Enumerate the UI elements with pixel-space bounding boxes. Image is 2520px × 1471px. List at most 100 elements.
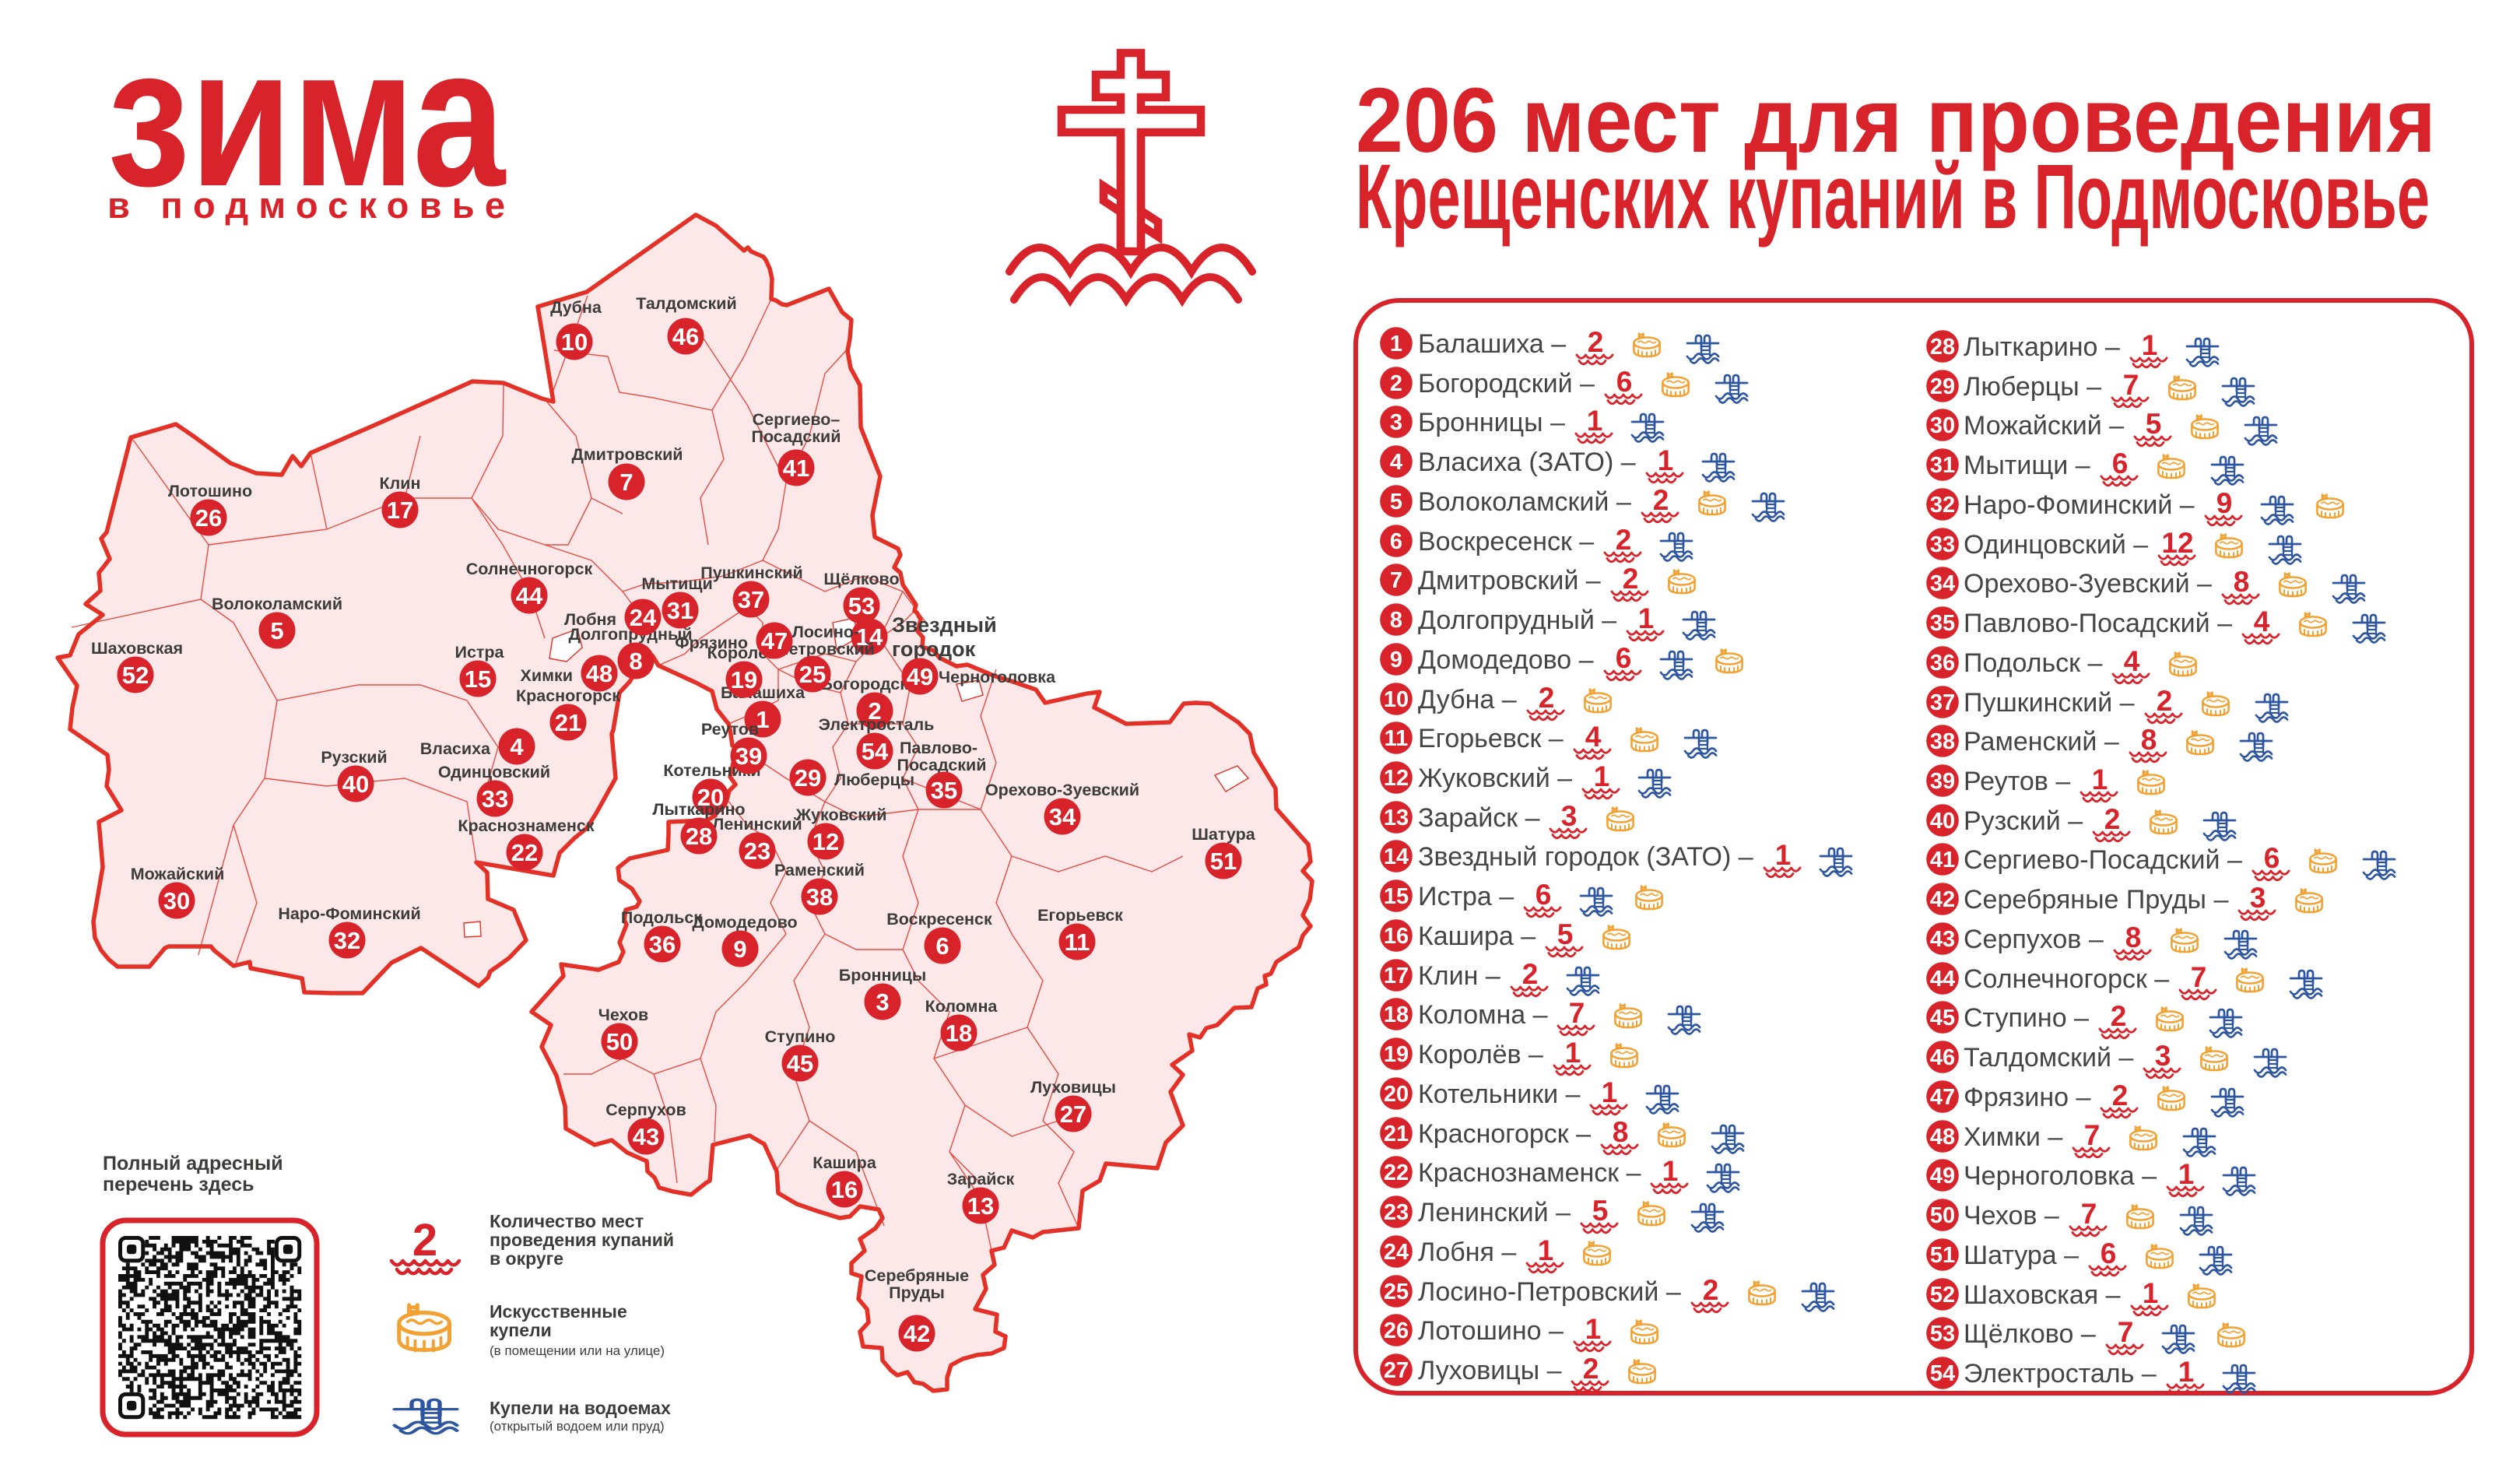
svg-text:Кашира: Кашира [813,1153,877,1172]
svg-text:1: 1 [1658,444,1674,476]
svg-text:Подольск –: Подольск – [1964,648,2102,678]
svg-text:10: 10 [561,328,588,356]
svg-text:5: 5 [1557,918,1574,950]
svg-text:11: 11 [1385,726,1409,751]
svg-text:Химки –: Химки – [1964,1122,2062,1152]
svg-text:в округе: в округе [490,1248,563,1269]
svg-text:Истра: Истра [455,643,504,662]
svg-text:4: 4 [1585,721,1602,753]
svg-text:Воскресенск –: Воскресенск – [1418,527,1594,556]
svg-text:Пруды: Пруды [889,1283,945,1302]
svg-text:3: 3 [876,988,889,1016]
svg-text:1: 1 [1662,1155,1679,1187]
svg-text:41: 41 [1930,848,1955,872]
svg-text:10: 10 [1384,687,1409,712]
svg-text:Сергиево–: Сергиево– [753,410,841,429]
svg-text:Волоколамский –: Волоколамский – [1418,487,1631,517]
svg-text:1: 1 [2178,1158,2195,1190]
svg-text:2: 2 [1390,371,1402,396]
svg-text:2: 2 [1583,1353,1599,1385]
svg-text:Дубна: Дубна [550,298,602,317]
svg-text:Мытищи: Мытищи [641,574,712,593]
svg-text:Раменский –: Раменский – [1964,727,2119,757]
svg-text:Егорьевск: Егорьевск [1037,906,1123,925]
svg-text:Лотошино: Лотошино [168,482,252,500]
svg-text:40: 40 [342,771,369,798]
svg-text:1: 1 [2092,764,2108,795]
svg-text:Домодедово: Домодедово [692,913,797,932]
svg-text:Лотошино –: Лотошино – [1418,1316,1564,1346]
svg-text:Наро-Фоминский –: Наро-Фоминский – [1964,490,2195,520]
svg-text:45: 45 [787,1050,813,1077]
svg-text:46: 46 [1930,1045,1955,1070]
svg-text:32: 32 [1930,493,1955,518]
svg-text:3: 3 [1561,800,1578,832]
svg-text:Жуковский –: Жуковский – [1418,764,1572,793]
svg-text:Лобня –: Лобня – [1418,1238,1516,1267]
svg-text:53: 53 [848,592,875,620]
svg-text:Краснознаменск –: Краснознаменск – [1418,1158,1641,1188]
svg-text:20: 20 [1384,1082,1409,1107]
svg-text:Бронницы –: Бронницы – [1418,408,1565,437]
svg-text:Электросталь –: Электросталь – [1964,1359,2157,1388]
svg-text:Фрязино: Фрязино [675,634,748,652]
svg-text:33: 33 [1930,532,1955,557]
svg-text:14: 14 [1384,844,1409,869]
svg-text:44: 44 [1930,967,1955,992]
svg-text:Черноголовка: Черноголовка [939,668,1056,686]
svg-text:6: 6 [2101,1238,2117,1269]
svg-text:городок: городок [892,637,976,661]
svg-text:1: 1 [1565,1037,1581,1069]
svg-text:54: 54 [862,738,889,765]
svg-text:53: 53 [1930,1322,1955,1346]
svg-text:52: 52 [122,662,149,689]
svg-text:1: 1 [1538,1234,1554,1266]
svg-text:Петровский: Петровский [777,640,875,658]
svg-text:6: 6 [1616,642,1632,674]
svg-text:Коломна –: Коломна – [1418,1000,1548,1030]
svg-text:Серпухов: Серпухов [605,1101,686,1119]
svg-text:2: 2 [1522,958,1539,990]
svg-text:45: 45 [1930,1006,1955,1030]
svg-text:52: 52 [1930,1283,1955,1308]
svg-text:14: 14 [856,623,883,651]
svg-text:Шаховская: Шаховская [91,639,183,658]
svg-text:2: 2 [2157,685,2173,717]
svg-text:16: 16 [831,1176,858,1203]
svg-text:41: 41 [783,455,809,482]
svg-text:Количество мест: Количество мест [490,1211,644,1231]
svg-text:Посадский: Посадский [897,756,987,774]
svg-text:1: 1 [1585,1313,1602,1345]
svg-text:(открытый водоем или пруд): (открытый водоем или пруд) [490,1419,665,1434]
svg-text:26: 26 [1384,1318,1409,1343]
svg-text:Красногорск –: Красногорск – [1418,1119,1591,1149]
svg-text:28: 28 [1930,335,1955,360]
svg-text:21: 21 [555,709,581,736]
svg-text:4: 4 [2254,606,2270,637]
svg-text:43: 43 [1930,927,1955,952]
svg-text:28: 28 [686,823,712,850]
svg-text:31: 31 [667,597,693,624]
svg-text:42: 42 [904,1320,930,1347]
svg-text:4: 4 [2124,645,2140,677]
svg-text:12: 12 [1384,766,1409,791]
svg-text:25: 25 [799,661,826,688]
svg-text:Луховицы: Луховицы [1030,1078,1116,1097]
svg-text:Серебряные Пруды –: Серебряные Пруды – [1964,885,2228,915]
svg-text:Черноголовка –: Черноголовка – [1964,1161,2157,1191]
svg-text:35: 35 [931,777,957,804]
svg-text:Рузский –: Рузский – [1964,806,2083,836]
svg-text:8: 8 [2234,566,2250,598]
svg-text:Люберцы –: Люберцы – [1964,372,2101,402]
svg-text:44: 44 [516,582,543,609]
svg-text:50: 50 [606,1028,633,1055]
svg-text:Зарайск –: Зарайск – [1418,803,1540,833]
svg-text:Пушкинский –: Пушкинский – [1964,688,2135,718]
svg-text:Люберцы: Люберцы [834,771,914,789]
svg-text:1: 1 [1775,839,1792,871]
svg-text:зима: зима [107,6,507,228]
svg-text:2: 2 [2104,803,2121,835]
svg-text:29: 29 [1930,374,1955,399]
svg-text:206 мест для проведения: 206 мест для проведения [1356,69,2436,172]
svg-text:2: 2 [1653,484,1669,516]
